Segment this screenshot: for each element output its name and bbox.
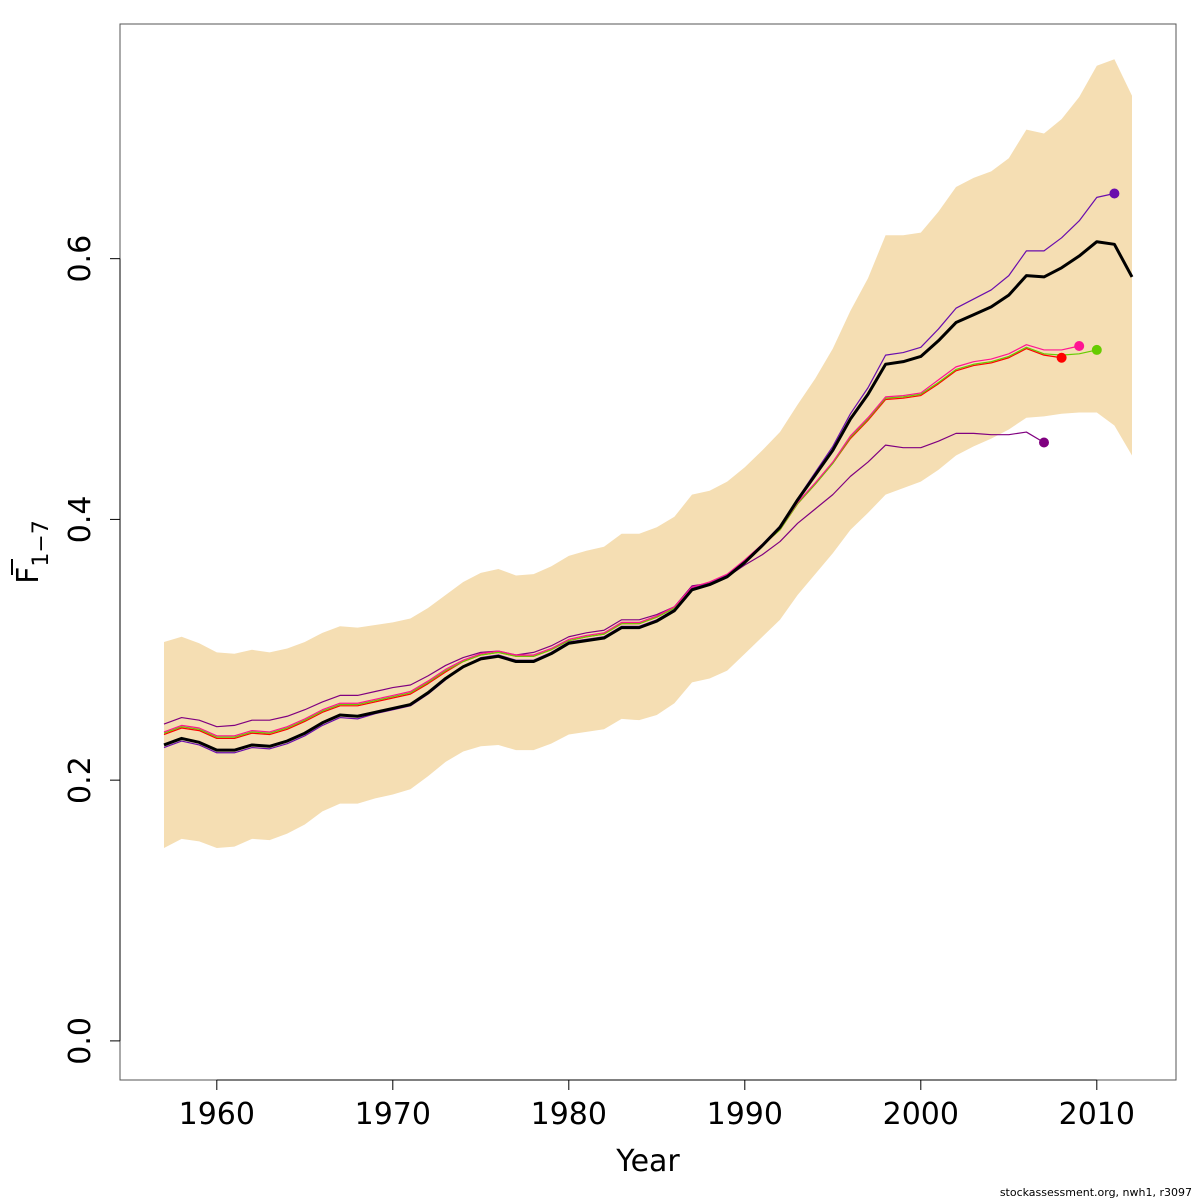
x-tick-label: 2000: [883, 1097, 959, 1132]
series-endpoint-3: [1074, 341, 1085, 352]
x-axis-title: Year: [615, 1144, 680, 1179]
y-tick-label: 0.4: [63, 496, 98, 544]
x-tick-label: 1970: [355, 1097, 431, 1132]
series-endpoint-2: [1056, 352, 1067, 363]
y-tick-label: 0.6: [63, 235, 98, 283]
source-caption: stockassessment.org, nwh1, r3097: [1000, 1186, 1192, 1199]
x-tick-label: 1960: [179, 1097, 255, 1132]
y-axis: 0.0 0.2 0.4 0.6: [63, 235, 121, 1065]
x-tick-label: 2010: [1059, 1097, 1135, 1132]
series-endpoint-5: [1039, 437, 1049, 448]
series-line-1: [163, 240, 1134, 752]
x-axis: 1960 1970 1980 1990 2000 2010: [179, 1079, 1135, 1132]
x-tick-label: 1980: [531, 1097, 607, 1132]
confidence-band: [164, 59, 1132, 848]
y-axis-title-main: F: [11, 567, 46, 584]
endpoint-layer: [1039, 188, 1120, 448]
series-line-3: [163, 344, 1080, 737]
series-endpoint-6: [1109, 188, 1120, 199]
series-line-5: [163, 431, 1045, 728]
y-tick-label: 0.0: [63, 1017, 98, 1065]
series-layer: [163, 192, 1134, 754]
y-tick-label: 0.2: [63, 756, 98, 804]
svg-text:F1−7: F1−7: [11, 520, 54, 584]
series-endpoint-4: [1091, 344, 1102, 355]
confidence-band-layer: [164, 59, 1132, 848]
y-axis-title: F1−7: [11, 520, 54, 584]
y-axis-title-sub: 1−7: [29, 520, 54, 566]
series-line-4: [163, 346, 1097, 738]
x-tick-label: 1990: [707, 1097, 783, 1132]
